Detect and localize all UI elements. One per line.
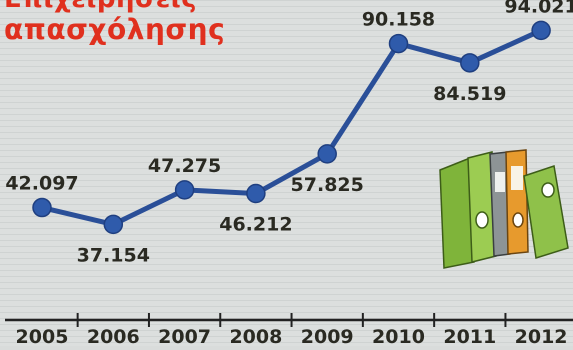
x-tick-label: 2010 bbox=[372, 326, 425, 346]
data-label: 37.154 bbox=[77, 244, 150, 266]
x-tick-label: 2009 bbox=[301, 326, 354, 346]
x-tick-label: 2008 bbox=[229, 326, 282, 346]
x-tick-label: 2011 bbox=[443, 326, 496, 346]
x-tick-label: 2005 bbox=[16, 326, 69, 346]
data-point bbox=[531, 20, 551, 41]
data-label: 57.825 bbox=[291, 174, 364, 196]
x-tick-label: 2007 bbox=[158, 326, 211, 346]
x-axis: 2005 2006 2007 2008 2009 2010 2011 2012 bbox=[5, 313, 573, 348]
binders-illustration bbox=[439, 149, 569, 269]
data-label: 42.097 bbox=[5, 173, 78, 195]
data-point bbox=[460, 53, 480, 73]
x-tick-label: 2006 bbox=[87, 326, 140, 346]
chart-title-line-2: απασχόλησης bbox=[4, 13, 226, 46]
data-label: 90.158 bbox=[362, 9, 435, 31]
data-label: 47.275 bbox=[148, 155, 221, 177]
data-point bbox=[174, 180, 195, 200]
data-point bbox=[246, 183, 266, 204]
series-line bbox=[32, 20, 551, 235]
data-point bbox=[317, 144, 337, 164]
x-tick-label: 2012 bbox=[515, 326, 568, 346]
data-label: 46.212 bbox=[219, 214, 292, 236]
data-labels: 42.097 37.154 47.275 46.212 57.825 90.158 84.5… bbox=[5, 0, 573, 266]
data-point bbox=[388, 33, 409, 54]
chart-title-line-1: Επιχειρήσεις bbox=[4, 0, 197, 14]
data-label: 84.519 bbox=[433, 83, 506, 105]
data-label: 94.021 bbox=[504, 0, 573, 17]
data-point bbox=[32, 197, 52, 218]
series-polyline bbox=[39, 27, 544, 227]
ring-binders-icon bbox=[439, 149, 569, 269]
data-point bbox=[103, 214, 124, 235]
